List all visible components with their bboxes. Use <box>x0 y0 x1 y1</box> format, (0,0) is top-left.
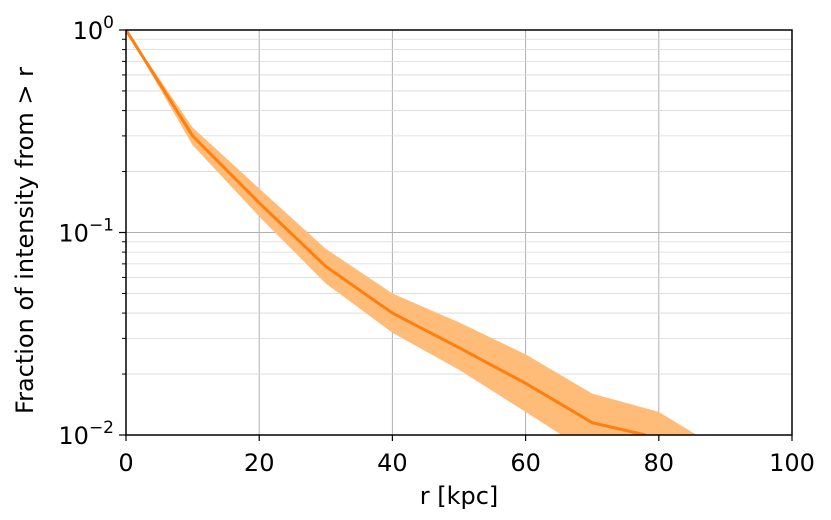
x-tick-label: 100 <box>769 449 815 477</box>
x-tick-label: 60 <box>510 449 541 477</box>
ticks <box>119 29 793 441</box>
y-tick-label: 10−2 <box>58 418 114 450</box>
grid <box>125 29 793 436</box>
series-line <box>126 30 646 435</box>
x-tick-label: 20 <box>244 449 275 477</box>
y-tick-labels: 100 10−1 10−2 <box>58 13 114 450</box>
y-axis-label: Fraction of intensity from > r <box>11 67 39 414</box>
x-tick-label: 40 <box>377 449 408 477</box>
x-tick-labels: 0 20 40 60 80 100 <box>118 449 815 477</box>
confidence-band <box>126 30 697 435</box>
x-axis-label: r [kpc] <box>420 482 499 510</box>
band-layer <box>126 30 697 435</box>
x-tick-label: 0 <box>118 449 133 477</box>
y-tick-label: 10−1 <box>58 216 114 248</box>
line-layer <box>126 30 646 435</box>
x-tick-label: 80 <box>644 449 675 477</box>
y-tick-label: 100 <box>73 13 114 45</box>
